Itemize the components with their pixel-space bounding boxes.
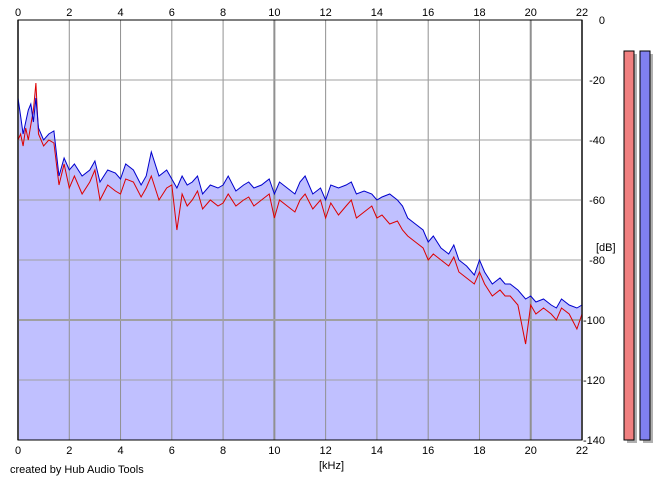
- y-tick-label: -20: [589, 75, 605, 87]
- y-tick-label: -120: [583, 375, 605, 387]
- x-axis-label: [kHz]: [319, 460, 344, 472]
- level-meter-2: [639, 50, 651, 441]
- x-tick-label-top: 12: [320, 7, 332, 19]
- x-tick-label-top: 20: [525, 7, 537, 19]
- y-tick-label: -60: [589, 195, 605, 207]
- x-tick-label-bottom: 0: [15, 445, 21, 457]
- y-ticks: 0 -20 -40 -60 -80 -100 -120 -140: [583, 15, 605, 447]
- credit-text: created by Hub Audio Tools: [10, 464, 144, 476]
- x-tick-label-top: 6: [169, 7, 175, 19]
- x-tick-label-top: 14: [371, 7, 383, 19]
- x-tick-label-top: 2: [66, 7, 72, 19]
- x-tick-label-top: 0: [15, 7, 21, 19]
- y-tick-label: -140: [583, 435, 605, 447]
- x-tick-label-top: 10: [268, 7, 280, 19]
- x-tick-label-top: 8: [220, 7, 226, 19]
- spectrum-area: [18, 83, 582, 440]
- x-tick-label-bottom: 8: [220, 445, 226, 457]
- x-tick-label-bottom: 16: [422, 445, 434, 457]
- x-tick-label-bottom: 6: [169, 445, 175, 457]
- x-tick-label-bottom: 12: [320, 445, 332, 457]
- level-meter-1: [623, 50, 635, 441]
- x-tick-label-bottom: 22: [576, 445, 588, 457]
- x-tick-label-top: 18: [473, 7, 485, 19]
- x-tick-label-top: 16: [422, 7, 434, 19]
- y-axis-label: [dB]: [596, 242, 616, 254]
- spectrum-lines: [17, 82, 583, 345]
- x-tick-label-bottom: 2: [66, 445, 72, 457]
- x-tick-label-bottom: 18: [473, 445, 485, 457]
- x-tick-label-bottom: 14: [371, 445, 383, 457]
- x-tick-label-top: 4: [117, 7, 123, 19]
- x-ticks-bottom: 0 2 4 6 8 10 12 14 16 18 20 22: [15, 445, 588, 457]
- y-tick-label: -40: [589, 135, 605, 147]
- x-tick-label-bottom: 20: [525, 445, 537, 457]
- plot-frame: [17, 19, 583, 441]
- y-tick-label: -80: [589, 255, 605, 267]
- x-tick-label-top: 22: [576, 7, 588, 19]
- grid-lines: [17, 19, 583, 441]
- x-tick-label-bottom: 4: [117, 445, 123, 457]
- series-line-2: [17, 97, 583, 309]
- series-line-1: [17, 82, 583, 345]
- x-tick-label-bottom: 10: [268, 445, 280, 457]
- y-tick-label: 0: [599, 15, 605, 27]
- y-tick-label: -100: [583, 315, 605, 327]
- level-meters: [623, 50, 653, 443]
- x-ticks-top: 0 2 4 6 8 10 12 14 16 18 20 22: [15, 7, 588, 19]
